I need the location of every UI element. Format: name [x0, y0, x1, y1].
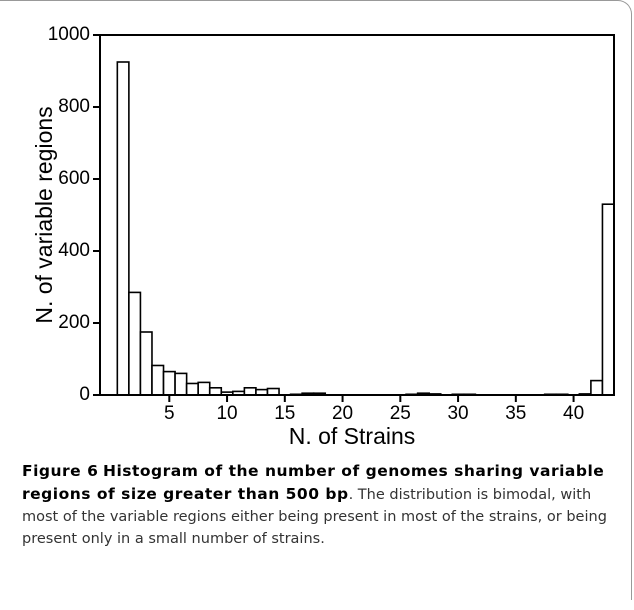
y-tick-label: 200 — [58, 312, 90, 333]
bar — [139, 331, 153, 396]
bar — [243, 386, 257, 396]
bar — [601, 203, 615, 396]
x-tick-label: 35 — [505, 403, 526, 424]
bar — [116, 61, 130, 396]
plot-frame — [99, 34, 615, 396]
y-tick-label: 0 — [79, 384, 90, 405]
x-tick-label: 10 — [216, 403, 237, 424]
x-tick-label: 20 — [332, 403, 353, 424]
x-tick-label: 40 — [563, 403, 584, 424]
y-tick-label: 800 — [58, 96, 90, 117]
bar — [128, 291, 142, 396]
x-tick-label: 5 — [164, 403, 175, 424]
bar — [208, 386, 223, 396]
bar — [590, 379, 604, 396]
y-tick-label: 400 — [58, 240, 90, 261]
y-axis-label: N. of variable regions — [31, 106, 57, 323]
bar — [151, 364, 165, 396]
y-tick-label: 600 — [58, 168, 90, 189]
caption-title: Histogram of the number of genomes shari… — [22, 462, 605, 503]
bar — [197, 381, 211, 396]
x-tick-label: 25 — [390, 403, 411, 424]
bar — [174, 372, 188, 396]
caption-label: Figure 6 — [22, 462, 99, 480]
y-tick-label: 1000 — [48, 24, 90, 45]
chart: N. of Strains N. of variable regions 0 20… — [31, 24, 615, 449]
x-tick-label: 15 — [274, 403, 295, 424]
x-axis-label: N. of Strains — [289, 423, 416, 449]
bar — [162, 370, 176, 396]
bar — [185, 382, 199, 396]
caption: Figure 6 Histogram of the number of geno… — [22, 460, 612, 550]
caption-text: . The distribution is bimodal, with most… — [22, 487, 607, 547]
x-tick-label: 30 — [447, 403, 468, 424]
